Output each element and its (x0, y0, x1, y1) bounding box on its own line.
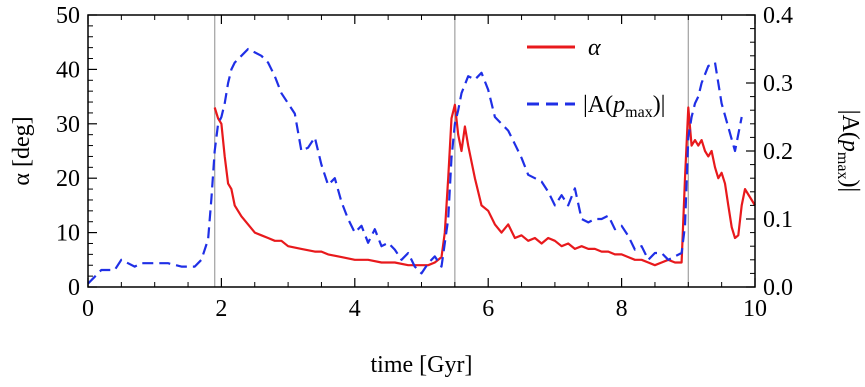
legend-amp-prefix: |A( (583, 92, 613, 118)
series-layer (87, 47, 756, 285)
vertical-markers (214, 15, 689, 287)
y-left-tick-label: 20 (56, 166, 80, 192)
legend-amp-suffix: )| (653, 92, 666, 118)
y-left-tick-label: 40 (56, 57, 80, 83)
y-left-tick-label: 0 (68, 275, 80, 301)
x-tick-label: 10 (743, 296, 767, 322)
x-tick-label: 4 (349, 296, 361, 322)
legend-amp-sub: max (625, 104, 653, 121)
x-tick-label: 6 (482, 296, 494, 322)
series-alpha-line (213, 103, 756, 267)
x-tick-label: 8 (616, 296, 628, 322)
legend-alpha-label: α (588, 35, 601, 61)
legend: α |A(pmax)| (527, 35, 665, 121)
axis-ticks (87, 14, 756, 288)
y-right-tick-label: 0.1 (763, 207, 793, 233)
legend-amp-var: p (611, 92, 625, 118)
x-axis-title: time [Gyr] (371, 352, 473, 378)
legend-amp-label: |A(pmax)| (583, 92, 665, 121)
y-axis-left-title: α [deg] (9, 116, 35, 185)
right-title-sub: max (834, 152, 851, 180)
x-tick-label: 0 (82, 296, 94, 322)
plot-frame (87, 14, 756, 288)
y-left-tick-label: 50 (56, 3, 80, 29)
y-left-tick-label: 30 (56, 112, 80, 138)
x-tick-label: 2 (215, 296, 227, 322)
right-title-prefix: |A( (837, 110, 863, 140)
y-right-tick-label: 0.0 (763, 275, 793, 301)
series-amplitude-line (87, 47, 743, 285)
right-title-suffix: )| (837, 179, 863, 192)
y-right-tick-label: 0.3 (763, 71, 793, 97)
y-right-tick-label: 0.4 (763, 3, 793, 29)
y-left-tick-label: 10 (56, 221, 80, 247)
right-title-var: p (837, 138, 863, 152)
tick-labels: 0 2 4 6 8 10 0 10 20 30 40 50 0.0 0.1 0.2 0.3 0.4 (56, 3, 793, 322)
y-right-tick-label: 0.2 (763, 139, 793, 165)
y-axis-right-title: |A(pmax)| (834, 110, 863, 192)
